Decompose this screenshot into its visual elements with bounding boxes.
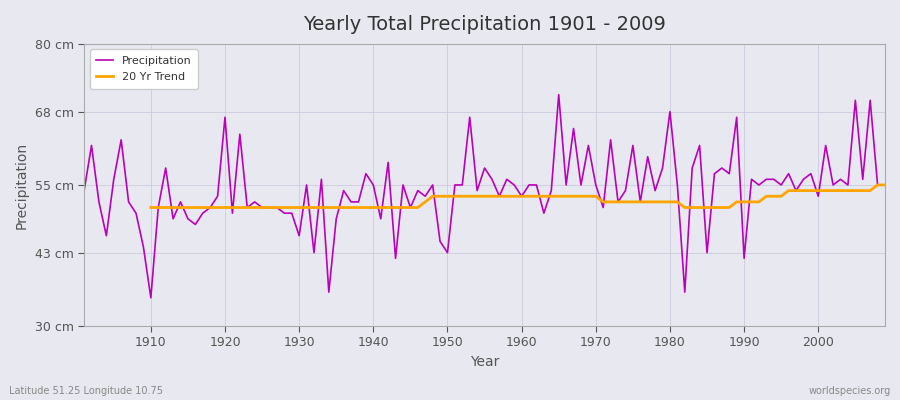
Precipitation [146, 296, 157, 300]
Precipitation [138, 245, 148, 250]
Precipitation [353, 200, 364, 204]
Precipitation [620, 188, 631, 193]
Text: Latitude 51.25 Longitude 10.75: Latitude 51.25 Longitude 10.75 [9, 386, 163, 396]
20 Yr Trend [879, 182, 890, 187]
20 Yr Trend [286, 205, 297, 210]
20 Yr Trend [146, 205, 157, 210]
Legend: Precipitation, 20 Yr Trend: Precipitation, 20 Yr Trend [90, 50, 198, 88]
20 Yr Trend [820, 188, 831, 193]
Precipitation [524, 182, 535, 187]
Precipitation [309, 250, 320, 255]
Line: Precipitation: Precipitation [84, 95, 885, 298]
Precipitation [78, 188, 89, 193]
20 Yr Trend [583, 194, 594, 199]
20 Yr Trend [316, 205, 327, 210]
20 Yr Trend [842, 188, 853, 193]
Line: 20 Yr Trend: 20 Yr Trend [151, 185, 885, 208]
Title: Yearly Total Precipitation 1901 - 2009: Yearly Total Precipitation 1901 - 2009 [303, 15, 666, 34]
X-axis label: Year: Year [470, 355, 500, 369]
Y-axis label: Precipitation: Precipitation [15, 141, 29, 228]
Precipitation [554, 92, 564, 97]
Precipitation [879, 182, 890, 187]
20 Yr Trend [872, 182, 883, 187]
Text: worldspecies.org: worldspecies.org [809, 386, 891, 396]
20 Yr Trend [524, 194, 535, 199]
Precipitation [517, 194, 527, 199]
